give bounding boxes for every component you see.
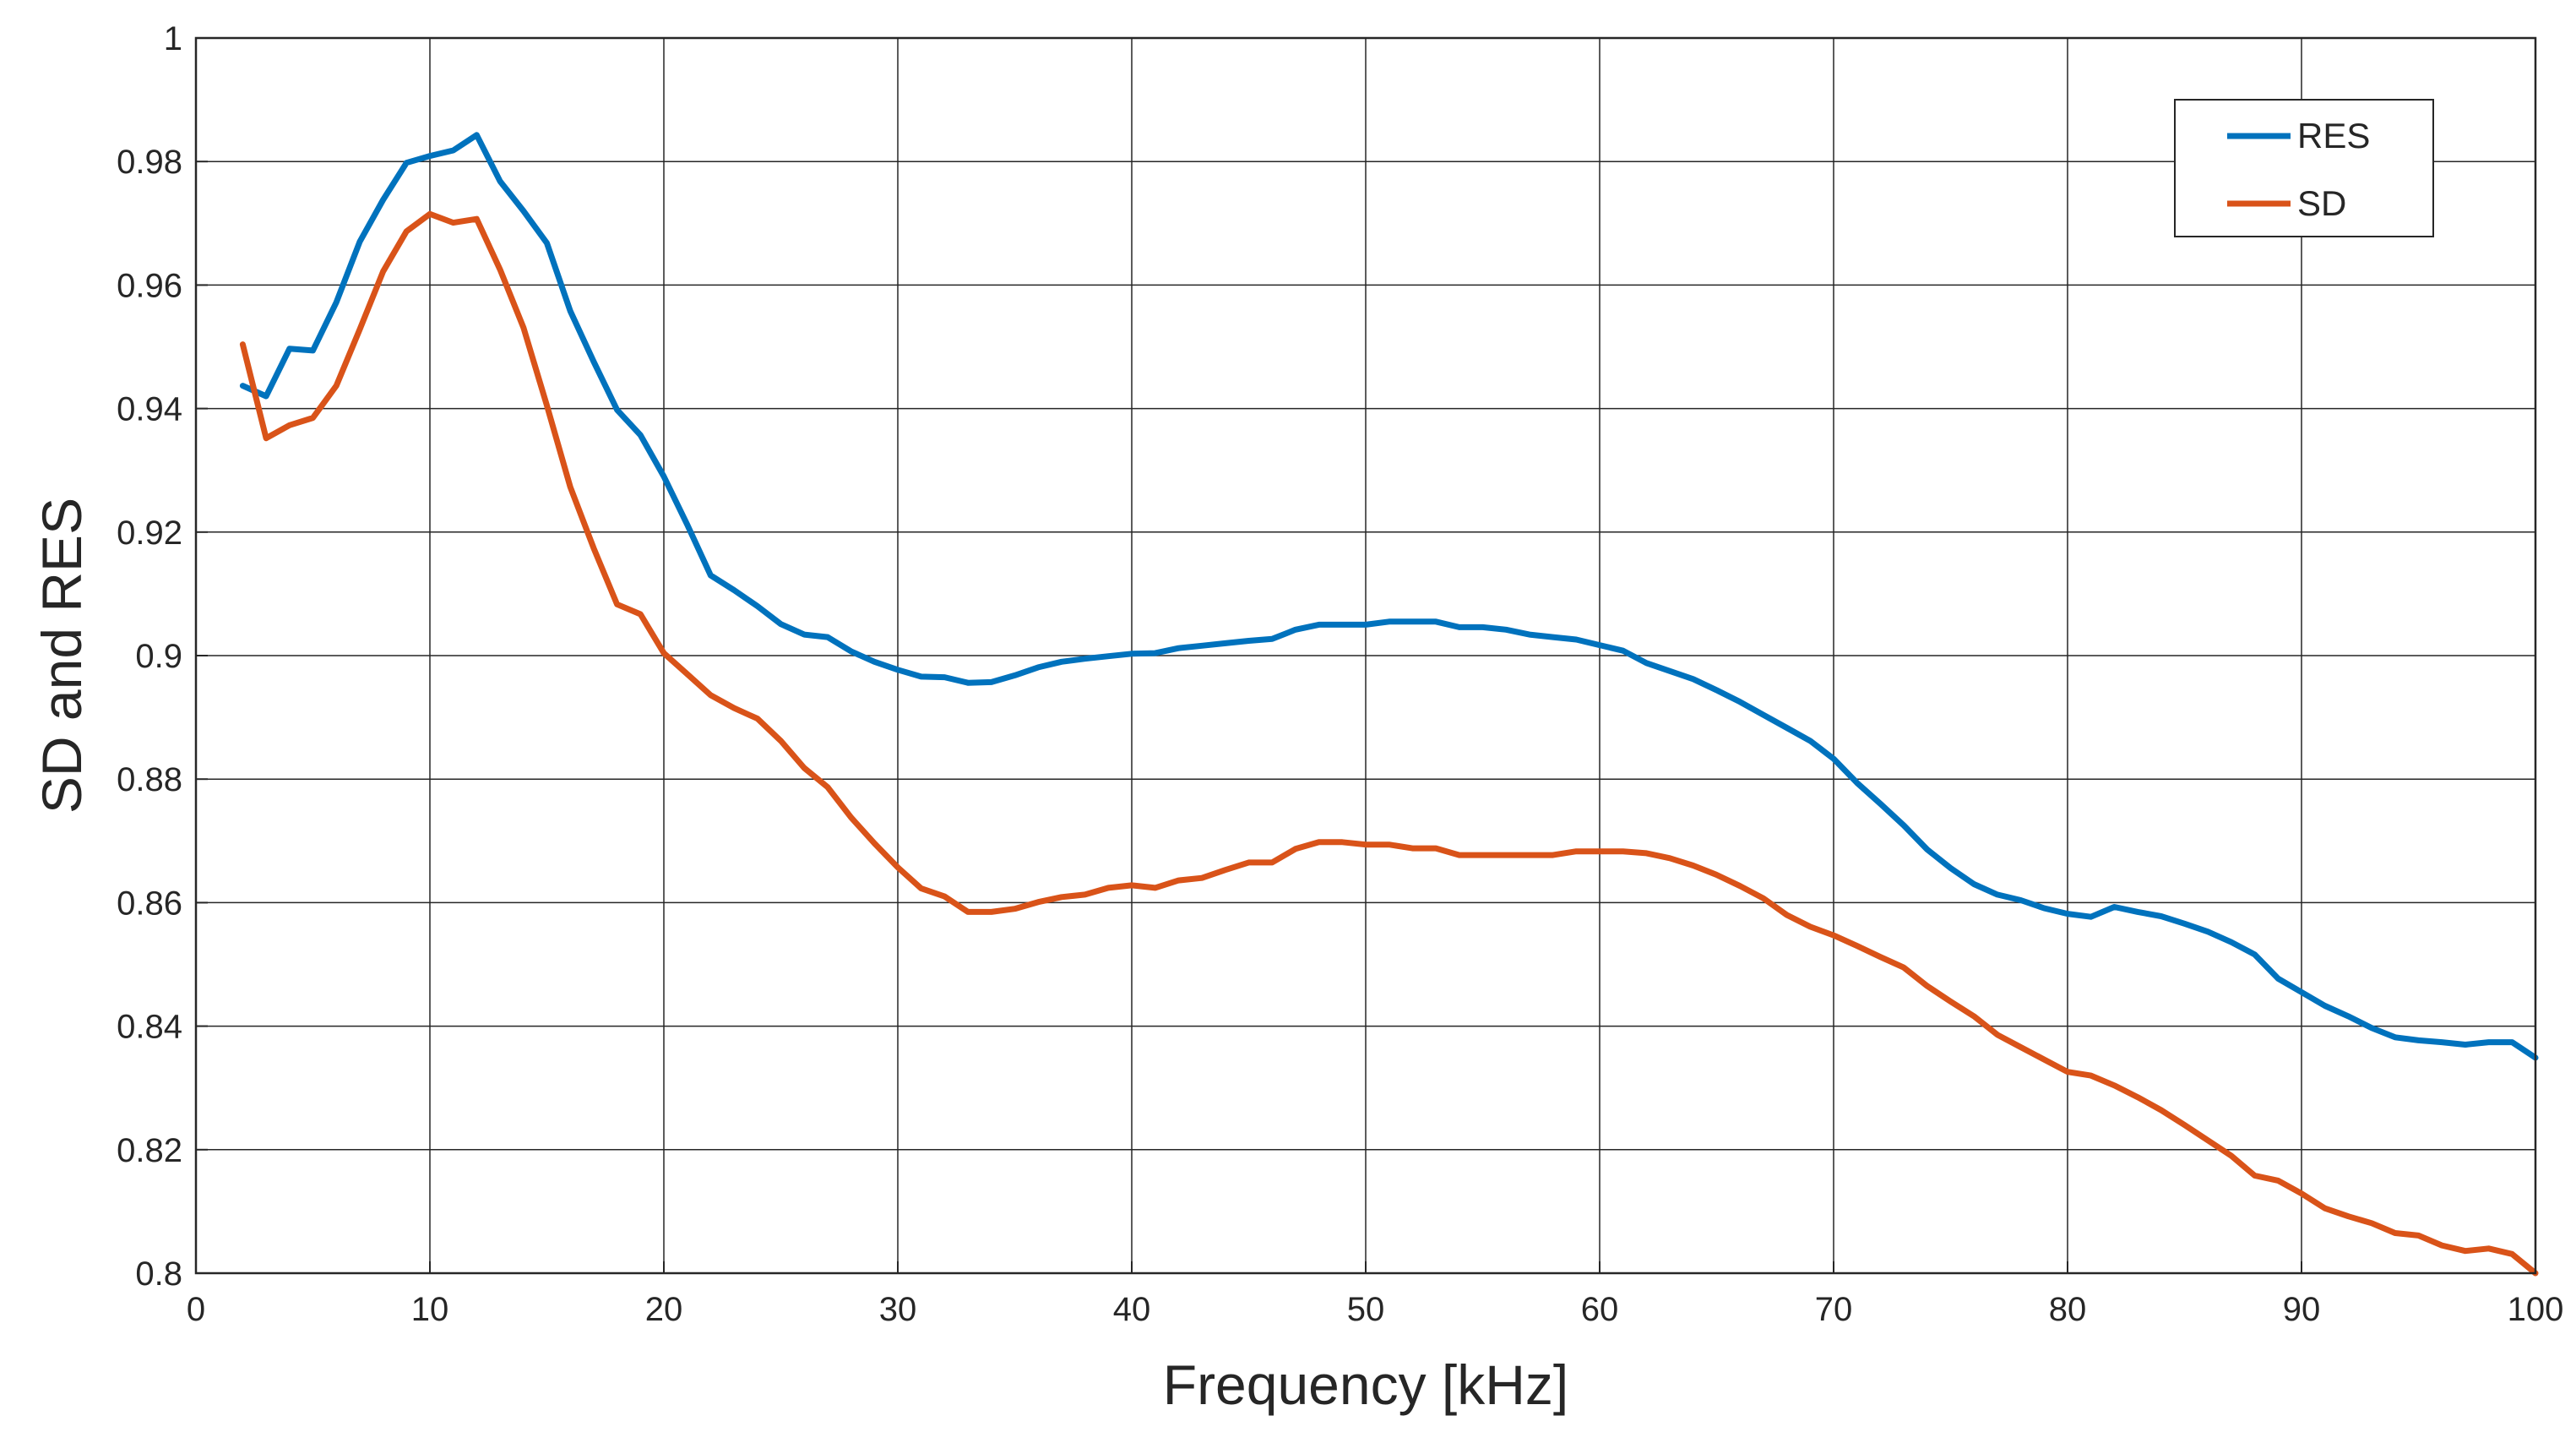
y-tick-label: 0.96	[117, 267, 182, 304]
x-tick-label: 20	[645, 1291, 683, 1328]
x-tick-label: 70	[1815, 1291, 1853, 1328]
series-layer	[239, 132, 2539, 1277]
y-tick-label: 0.88	[117, 761, 182, 798]
x-tick-label: 30	[879, 1291, 917, 1328]
y-tick-label: 0.86	[117, 885, 182, 922]
x-axis-label: Frequency [kHz]	[1163, 1353, 1569, 1416]
x-tick-label: 10	[411, 1291, 449, 1328]
y-axis-label: SD and RES	[30, 498, 93, 814]
legend: RES SD	[2174, 99, 2434, 237]
legend-label-sd: SD	[2297, 183, 2346, 223]
legend-box	[2174, 99, 2434, 237]
x-tick-label: 50	[1347, 1291, 1385, 1328]
series-line-res	[239, 132, 2539, 1061]
x-tick-label: 40	[1113, 1291, 1151, 1328]
x-tick-label: 100	[2508, 1291, 2564, 1328]
y-tick-label: 0.98	[117, 144, 182, 181]
y-axis-ticks: 0.8 0.82 0.84 0.86 0.88 0.9 0.92 0.94 0.96 0.98 1	[117, 20, 208, 1293]
x-axis-ticks: 0 10 20 30 40 50 60 70 80 90 100	[187, 1261, 2564, 1328]
y-tick-label: 0.82	[117, 1132, 182, 1169]
y-tick-label: 1	[164, 20, 182, 57]
legend-label-res: RES	[2297, 116, 2370, 155]
x-tick-label: 90	[2283, 1291, 2321, 1328]
y-tick-label: 0.9	[135, 638, 182, 675]
x-tick-label: 0	[187, 1291, 205, 1328]
series-line-sd	[239, 210, 2539, 1277]
y-tick-label: 0.94	[117, 391, 182, 428]
x-tick-label: 60	[1581, 1291, 1619, 1328]
y-tick-label: 0.92	[117, 515, 182, 552]
x-tick-label: 80	[2049, 1291, 2087, 1328]
y-tick-label: 0.84	[117, 1009, 182, 1046]
y-tick-label: 0.8	[135, 1255, 182, 1293]
